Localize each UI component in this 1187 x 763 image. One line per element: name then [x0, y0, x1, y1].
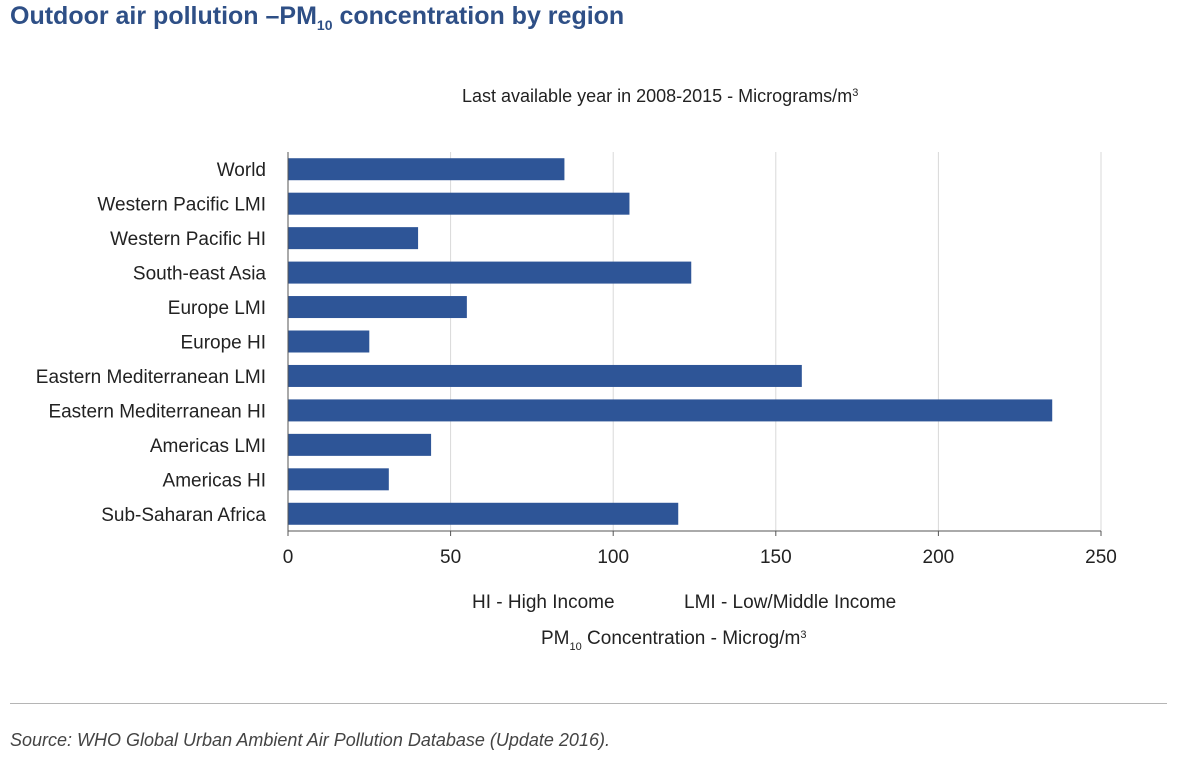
category-label: South-east Asia	[133, 264, 267, 285]
bar	[288, 364, 802, 387]
category-label: Western Pacific HI	[110, 229, 266, 250]
subtitle-text: Last available year in 2008-2015 - Micro…	[462, 86, 853, 106]
x-axis-label-text: Concentration - Microg/m	[581, 628, 801, 649]
bar	[288, 330, 370, 353]
bar	[288, 261, 692, 284]
x-axis-label: PM10 Concentration - Microg/m3	[541, 628, 806, 653]
source-note: Source: WHO Global Urban Ambient Air Pol…	[10, 730, 610, 750]
x-tick-label: 250	[1085, 547, 1117, 568]
bar-chart: World Western Pacific LMI Western Pacific …	[36, 152, 1117, 568]
bar	[288, 502, 679, 525]
chart-subtitle: Last available year in 2008-2015 - Micro…	[462, 86, 858, 107]
x-axis-label-pm: PM	[541, 628, 570, 649]
subtitle-superscript: 3	[852, 87, 859, 99]
x-axis-label-superscript: 3	[800, 629, 807, 641]
bar	[288, 433, 432, 456]
x-tick-label: 50	[440, 547, 461, 568]
bar	[288, 158, 565, 181]
title-subscript: 10	[316, 17, 333, 33]
legend-note-hi: HI - High Income	[472, 592, 615, 613]
category-label: Sub-Saharan Africa	[101, 505, 266, 526]
bar	[288, 468, 389, 491]
category-label: Americas LMI	[150, 436, 266, 457]
x-tick-label: 100	[597, 547, 629, 568]
legend-note-lmi: LMI - Low/Middle Income	[684, 592, 897, 613]
category-label: Americas HI	[163, 470, 266, 491]
category-label: Europe HI	[180, 333, 266, 354]
title-rest: concentration by region	[332, 2, 625, 30]
x-axis-label-subscript: 10	[569, 641, 582, 653]
title-main: Outdoor air pollution –PM	[10, 2, 317, 30]
category-label: Eastern Mediterranean HI	[48, 401, 266, 422]
bar	[288, 399, 1053, 422]
x-tick-label: 0	[283, 547, 294, 568]
bar	[288, 296, 467, 319]
footer-divider	[10, 703, 1167, 704]
x-tick-label: 150	[760, 547, 792, 568]
category-label: Eastern Mediterranean LMI	[36, 367, 266, 388]
page-title: Outdoor air pollution –PM10 concentratio…	[10, 2, 624, 33]
category-label: Western Pacific LMI	[97, 195, 266, 216]
bar	[288, 227, 419, 250]
category-label: Europe LMI	[168, 298, 266, 319]
category-label: World	[217, 160, 266, 181]
bar	[288, 192, 630, 215]
x-tick-label: 200	[923, 547, 955, 568]
